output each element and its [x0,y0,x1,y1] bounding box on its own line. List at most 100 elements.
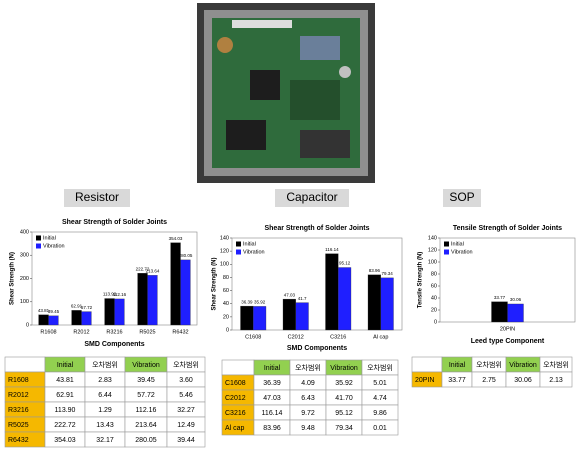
legend-label: Vibration [451,249,473,255]
table-text: 6.44 [98,392,112,399]
x-axis-label: Leed type Component [471,338,545,345]
value-label: 36.39 [241,299,253,304]
table-cell [221,359,255,376]
table-text: 62.91 [56,392,74,399]
table-text: 95.12 [335,410,353,417]
table-cell [411,356,443,373]
bar [367,274,381,331]
table-header: Vibration [132,362,160,369]
bar [325,253,339,331]
table-text: C2012 [225,395,246,402]
y-tick-label: 200 [20,276,29,282]
legend-label: Vibration [243,249,265,255]
table-text: 2.83 [98,377,112,384]
legend-label: Initial [451,241,464,247]
y-tick-label: 0 [226,327,229,333]
legend-swatch [36,243,41,249]
table-text: 9.72 [301,410,315,417]
table-text: 83.96 [263,425,281,432]
value-label: 112.16 [113,292,127,297]
legend-swatch [236,249,241,255]
table-text: 47.03 [263,395,281,402]
section-header: Capacitor [286,190,337,204]
table-text: 36.39 [263,380,281,387]
legend-swatch [236,241,241,247]
table-text: 3.60 [179,377,193,384]
bar [180,259,191,326]
y-tick-label: 20 [431,307,437,313]
table-cell [4,356,46,373]
table-header: Initial [57,362,74,369]
value-label: 213.64 [146,269,160,274]
y-tick-label: 120 [220,249,229,255]
y-tick-label: 100 [428,259,437,265]
section-header-bg [275,189,349,207]
x-axis-label: SMD Components [287,345,347,352]
table-text: R2012 [8,392,29,399]
table-text: 32.27 [177,407,195,414]
table-text: 79.34 [335,425,353,432]
table-text: 280.05 [135,437,157,444]
table-header: 오차범위 [295,363,321,372]
table-text: 32.17 [96,437,114,444]
section-header-bg [443,189,481,207]
y-tick-label: 60 [431,283,437,289]
x-tick-label: R2012 [73,329,89,335]
table-text: 222.72 [54,422,76,429]
table-text: 43.81 [56,377,74,384]
x-tick-label: Al cap [373,334,388,340]
x-tick-label: R1608 [40,329,56,335]
y-tick-label: 40 [431,295,437,301]
y-axis-label: Tensile Strength (N) [418,252,424,309]
value-label: 62.91 [71,304,83,309]
bar [380,277,394,331]
y-tick-label: 80 [431,271,437,277]
x-tick-label: C1608 [245,334,261,340]
table-text: 4.09 [301,380,315,387]
bar [71,310,82,326]
bar [114,298,125,326]
table-text: 112.16 [136,407,157,414]
table-text: 0.01 [373,425,387,432]
value-label: 83.96 [369,268,381,273]
table-text: 5.46 [179,392,193,399]
bar [137,273,148,326]
table-text: C3216 [225,410,246,417]
y-tick-label: 300 [20,253,29,259]
value-label: 280.05 [179,253,193,258]
legend-label: Initial [243,241,256,247]
table-text: C1608 [225,380,246,387]
x-tick-label: C2012 [288,334,304,340]
table-header: 오차범위 [92,360,118,369]
table-text: 12.49 [177,422,195,429]
y-tick-label: 20 [223,314,229,320]
table-text: 4.74 [373,395,387,402]
y-tick-label: 60 [223,288,229,294]
value-label: 47.03 [284,292,296,297]
bar [81,311,92,326]
value-label: 43.81 [38,308,50,313]
section-header: Resistor [75,190,119,204]
table-text: 57.72 [137,392,155,399]
table-text: R6432 [8,437,29,444]
table-cell [361,419,399,436]
legend-label: Vibration [43,243,65,249]
bar [507,303,524,323]
table-text: 20PIN [415,377,434,384]
table-header: Initial [449,362,466,369]
table-text: 41.70 [335,395,353,402]
x-axis-label: SMD Components [84,341,144,348]
table-text: 2.13 [549,377,563,384]
value-label: 39.45 [48,309,60,314]
bar [282,298,296,331]
table-text: 5.01 [373,380,387,387]
pcb-photo [197,3,375,183]
table-text: R3216 [8,407,29,414]
value-label: 57.72 [81,305,93,310]
y-tick-label: 140 [220,235,229,241]
x-tick-label: R3216 [106,329,122,335]
bar [38,314,49,326]
y-tick-label: 140 [428,235,437,241]
table-header: Vibration [509,362,537,369]
